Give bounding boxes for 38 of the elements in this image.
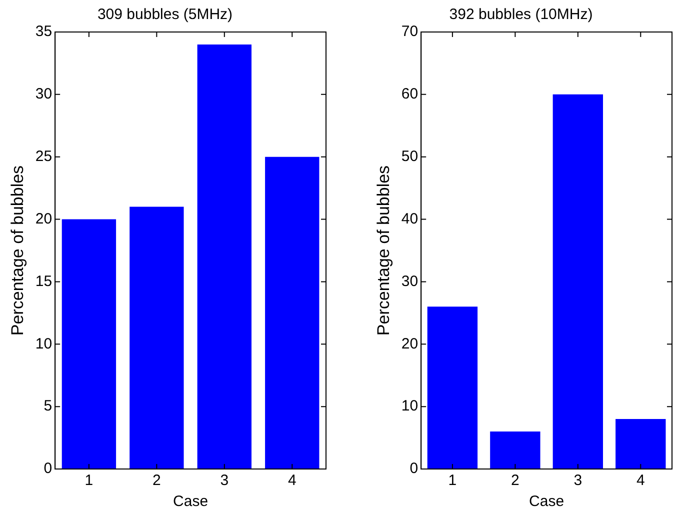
- x-tick-label: 3: [574, 472, 582, 490]
- y-tick-label: 30: [401, 272, 418, 290]
- x-tick-label: 3: [220, 472, 229, 490]
- y-tick-label: 50: [401, 148, 418, 165]
- x-tick-label: 1: [448, 472, 457, 490]
- bar: [197, 44, 252, 469]
- bar: [130, 206, 184, 469]
- bar: [427, 306, 478, 469]
- bar: [616, 419, 666, 469]
- y-tick-label: 20: [401, 335, 418, 352]
- y-tick-label: 0: [44, 460, 52, 478]
- x-tick-label: 4: [288, 472, 296, 490]
- x-tick-label: 2: [152, 472, 161, 490]
- bar: [490, 432, 540, 469]
- y-tick-label: 30: [35, 86, 52, 103]
- y-tick-label: 10: [401, 398, 418, 415]
- y-tick-label: 0: [410, 460, 418, 478]
- y-tick-label: 40: [401, 210, 418, 228]
- chart-title: 392 bubbles (10MHz): [449, 6, 593, 24]
- y-tick-label: 10: [35, 335, 52, 352]
- x-tick-label: 2: [511, 472, 520, 490]
- y-tick-label: 35: [35, 23, 52, 40]
- bar: [552, 94, 603, 469]
- bar: [62, 219, 116, 469]
- y-tick-label: 20: [35, 210, 52, 228]
- x-tick-label: 1: [84, 472, 94, 490]
- y-tick-label: 70: [401, 23, 418, 40]
- x-axis-title: Case: [529, 493, 564, 510]
- y-axis-title: Percentage of bubbles: [374, 165, 393, 336]
- x-axis-title: Case: [173, 493, 208, 510]
- y-axis-title: Percentage of bubbles: [8, 165, 27, 336]
- chart-title: 309 bubbles (5MHz): [97, 6, 233, 24]
- y-tick-label: 25: [35, 148, 52, 165]
- x-tick-label: 4: [636, 472, 645, 490]
- bar: [265, 156, 320, 469]
- y-tick-label: 15: [35, 272, 52, 290]
- y-tick-label: 60: [401, 86, 418, 103]
- y-tick-label: 5: [44, 398, 52, 415]
